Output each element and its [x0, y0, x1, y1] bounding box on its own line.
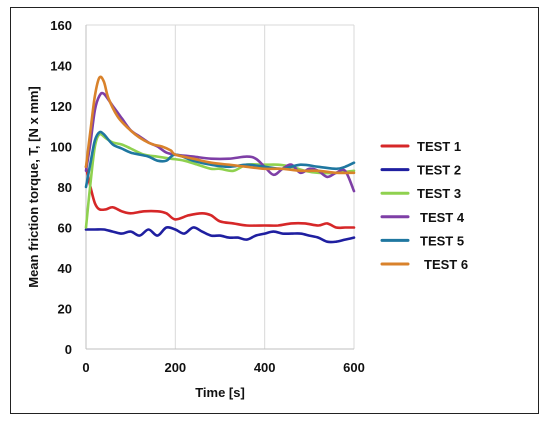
x-tick-label: 600 [343, 360, 365, 375]
x-tick-label: 200 [164, 360, 186, 375]
legend-label-2: TEST 2 [417, 163, 461, 178]
grid-lines [85, 24, 355, 350]
legend-label-4: TEST 4 [420, 210, 465, 225]
x-tick-label: 0 [82, 360, 89, 375]
y-axis-title: Mean friction torque, T, [N x mm] [26, 86, 41, 288]
y-tick-label: 0 [65, 342, 72, 357]
legend-label-5: TEST 5 [420, 233, 464, 248]
y-tick-label: 20 [58, 302, 72, 317]
legend: TEST 1 TEST 2 TEST 3 TEST 4 TEST 5 TEST 6 [380, 139, 468, 272]
y-tick-label: 60 [58, 221, 72, 236]
y-tick-label: 100 [50, 140, 72, 155]
legend-label-1: TEST 1 [417, 139, 461, 154]
y-tick-label: 140 [50, 59, 72, 74]
y-tick-label: 40 [58, 261, 72, 276]
series-line-4 [84, 91, 356, 193]
y-tick-labels: 0 20 40 60 80 100 120 140 160 [50, 18, 72, 357]
series-line-5 [84, 130, 356, 189]
y-tick-label: 80 [58, 180, 72, 195]
figure-frame [10, 7, 539, 414]
series-line-6 [84, 75, 356, 175]
legend-label-6: TEST 6 [424, 257, 468, 272]
x-axis-title: Time [s] [195, 385, 245, 400]
y-tick-label: 160 [50, 18, 72, 33]
series-line-2 [84, 225, 356, 244]
x-tick-labels: 0 200 400 600 [82, 360, 364, 375]
legend-label-3: TEST 3 [417, 186, 461, 201]
y-tick-label: 120 [50, 99, 72, 114]
x-tick-label: 400 [254, 360, 276, 375]
series-lines [84, 75, 356, 244]
series-line-1 [84, 165, 356, 230]
